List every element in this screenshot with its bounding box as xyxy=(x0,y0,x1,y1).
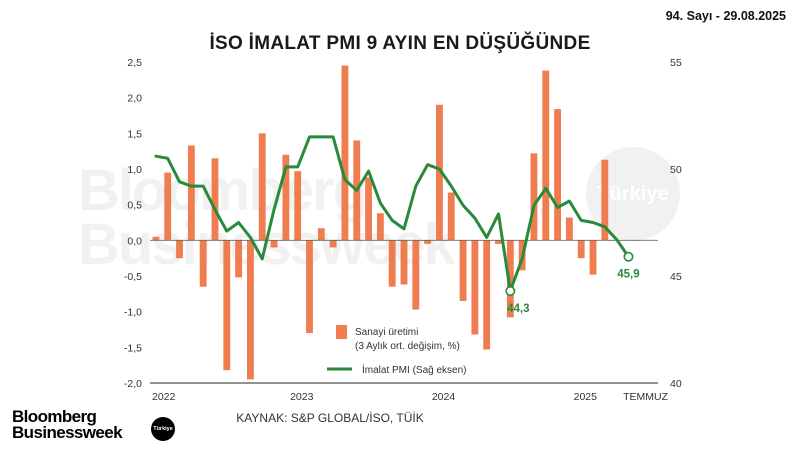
bar xyxy=(270,240,278,248)
legend-bar-label: Sanayi üretimi xyxy=(355,327,418,338)
bar xyxy=(459,240,467,301)
bar xyxy=(246,240,254,380)
right-axis-tick-label: 50 xyxy=(670,164,682,176)
bar xyxy=(211,158,219,241)
right-axis-tick-label: 45 xyxy=(670,271,682,283)
bar xyxy=(376,213,384,241)
bar xyxy=(282,154,290,241)
pmi-callout-label: 44,3 xyxy=(507,303,529,315)
bar xyxy=(365,177,372,241)
bar xyxy=(424,240,432,244)
bar xyxy=(258,133,266,241)
bar xyxy=(306,240,313,334)
bar xyxy=(554,109,562,241)
left-axis-tick-label: 2,0 xyxy=(127,93,142,105)
source-note: KAYNAK: S&P GLOBAL/İSO, TÜİK xyxy=(236,411,424,425)
left-axis-tick-label: 0,0 xyxy=(127,235,142,247)
bar xyxy=(199,240,207,287)
x-axis-label: 2025 xyxy=(574,391,598,403)
left-axis-tick-label: 1,5 xyxy=(127,128,142,140)
bar xyxy=(436,104,443,241)
bar xyxy=(495,240,502,244)
bar xyxy=(542,70,550,241)
pmi-callout-marker xyxy=(623,251,634,262)
left-axis-tick-label: -1,5 xyxy=(124,342,142,354)
pmi-callout-label: 45,9 xyxy=(617,269,639,281)
bar xyxy=(341,65,349,241)
brand-line-1: Bloomberg xyxy=(12,407,97,426)
bar xyxy=(447,192,455,241)
right-axis-tick-label: 40 xyxy=(670,378,682,390)
bar xyxy=(483,240,491,350)
bar xyxy=(164,172,172,241)
bar xyxy=(565,217,573,241)
left-axis-tick-label: 2,5 xyxy=(127,57,142,69)
left-axis-tick-label: 0,5 xyxy=(127,200,142,212)
brand-logo: Bloomberg Businessweek Türkiye xyxy=(12,407,175,442)
x-axis-label: 2023 xyxy=(290,391,314,403)
legend-bar-swatch xyxy=(336,325,347,339)
bar xyxy=(471,240,479,335)
x-axis-label: TEMMUZ xyxy=(623,391,668,403)
pmi-callout-marker xyxy=(505,285,516,296)
bar xyxy=(235,240,243,278)
bar xyxy=(152,236,160,241)
bar xyxy=(506,240,514,318)
bar xyxy=(176,240,183,259)
bar xyxy=(187,145,195,241)
bar xyxy=(412,240,420,310)
bar xyxy=(388,240,396,287)
left-axis-tick-label: 1,0 xyxy=(127,164,142,176)
legend-line-label: İmalat PMI (Sağ eksen) xyxy=(362,363,466,376)
brand-line-2: Businessweek xyxy=(12,423,123,442)
bar xyxy=(400,240,408,285)
bar xyxy=(294,171,302,241)
bar xyxy=(577,240,585,259)
left-axis-tick-label: -2,0 xyxy=(124,378,142,390)
left-axis-tick-label: -1,0 xyxy=(124,307,142,319)
bar xyxy=(530,153,538,241)
bar xyxy=(317,228,325,241)
x-axis-label: 2022 xyxy=(152,391,176,403)
left-axis-tick-label: -0,5 xyxy=(124,271,142,283)
issue-date: 94. Sayı - 29.08.2025 xyxy=(665,9,786,23)
bar xyxy=(223,240,231,371)
right-axis-tick-label: 55 xyxy=(670,57,682,69)
legend-bar-sublabel: (3 Aylık ort. değişim, %) xyxy=(355,341,460,352)
x-axis-label: 2024 xyxy=(432,391,456,403)
chart-title: İSO İMALAT PMI 9 AYIN EN DÜŞÜĞÜNDE xyxy=(209,33,591,54)
brand-badge: Türkiye xyxy=(151,417,175,441)
pmi-line xyxy=(154,135,630,293)
bar xyxy=(329,240,337,248)
bar xyxy=(589,240,597,275)
bar xyxy=(601,159,609,241)
